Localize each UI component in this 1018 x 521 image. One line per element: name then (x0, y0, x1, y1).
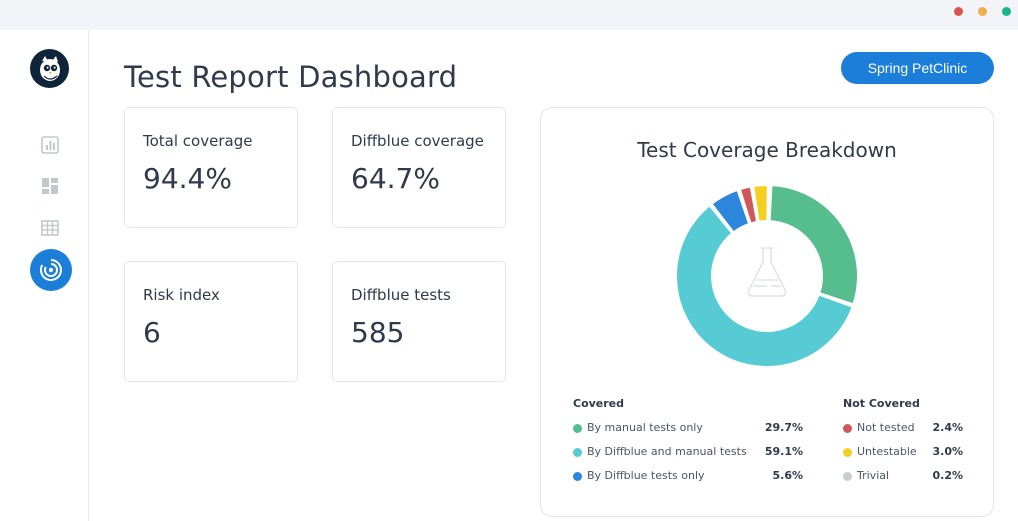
risk-index-card: Risk index 6 (124, 261, 298, 382)
coverage-donut-chart (675, 184, 859, 368)
card-label: Total coverage (143, 132, 253, 150)
legend-value: 5.6% (772, 469, 803, 482)
card-value: 94.4% (143, 162, 232, 195)
legend-item: Trivial 0.2% (843, 468, 963, 484)
legend-label: Trivial (857, 469, 890, 482)
legend-value: 2.4% (932, 421, 963, 434)
card-value: 64.7% (351, 162, 440, 195)
diffblue-coverage-card: Diffblue coverage 64.7% (332, 107, 506, 228)
table-icon[interactable] (40, 218, 60, 238)
window-titlebar (0, 0, 1018, 30)
window-minimize-dot[interactable] (978, 7, 987, 16)
report-chart-icon[interactable] (40, 135, 60, 155)
coverage-breakdown-panel: Test Coverage Breakdown Covered Not Cove… (540, 107, 994, 517)
owl-logo-icon (40, 56, 60, 81)
main-content: Test Report Dashboard Spring PetClinic T… (90, 30, 1018, 521)
legend-item: Untestable 3.0% (843, 444, 963, 460)
donut-slice[interactable] (768, 184, 859, 306)
card-value: 6 (143, 316, 161, 349)
legend-value: 59.1% (764, 445, 803, 458)
legend-dot (573, 472, 582, 481)
donut-slice[interactable] (752, 184, 769, 223)
legend-label: By Diffblue and manual tests (587, 445, 747, 458)
legend-dot (843, 472, 852, 481)
diffblue-tests-card: Diffblue tests 585 (332, 261, 506, 382)
legend-value: 29.7% (764, 421, 803, 434)
legend-dot (843, 424, 852, 433)
legend-item: Not tested 2.4% (843, 420, 963, 436)
total-coverage-card: Total coverage 94.4% (124, 107, 298, 228)
coverage-target-icon (39, 259, 62, 281)
diffblue-logo[interactable] (30, 49, 69, 88)
legend-label: By manual tests only (587, 421, 703, 434)
flask-icon (747, 247, 787, 297)
legend-label: By Diffblue tests only (587, 469, 705, 482)
legend-dot (573, 448, 582, 457)
legend-label: Untestable (857, 445, 917, 458)
legend-value: 3.0% (932, 445, 963, 458)
legend-dot (573, 424, 582, 433)
chart-title: Test Coverage Breakdown (637, 138, 897, 162)
sidebar-item-coverage[interactable] (30, 249, 72, 291)
sidebar (0, 30, 89, 521)
legend-item: By manual tests only 29.7% (573, 420, 803, 436)
donut-slice[interactable] (675, 204, 854, 368)
card-label: Risk index (143, 286, 220, 304)
legend-label: Not tested (857, 421, 915, 434)
legend-not-covered-heading: Not Covered (843, 397, 920, 410)
donut-slice[interactable] (767, 184, 772, 223)
legend-item: By Diffblue tests only 5.6% (573, 468, 803, 484)
legend-dot (843, 448, 852, 457)
legend-value: 0.2% (932, 469, 963, 482)
legend-covered-heading: Covered (573, 397, 625, 410)
legend-item: By Diffblue and manual tests 59.1% (573, 444, 803, 460)
card-label: Diffblue coverage (351, 132, 484, 150)
window-close-dot[interactable] (954, 7, 963, 16)
dashboard-icon[interactable] (40, 176, 60, 196)
donut-slice[interactable] (710, 188, 751, 234)
page-title: Test Report Dashboard (124, 60, 458, 94)
card-label: Diffblue tests (351, 286, 451, 304)
donut-slice[interactable] (738, 185, 759, 225)
window-maximize-dot[interactable] (1002, 7, 1011, 16)
project-selector-button[interactable]: Spring PetClinic (841, 52, 994, 84)
card-value: 585 (351, 316, 405, 349)
